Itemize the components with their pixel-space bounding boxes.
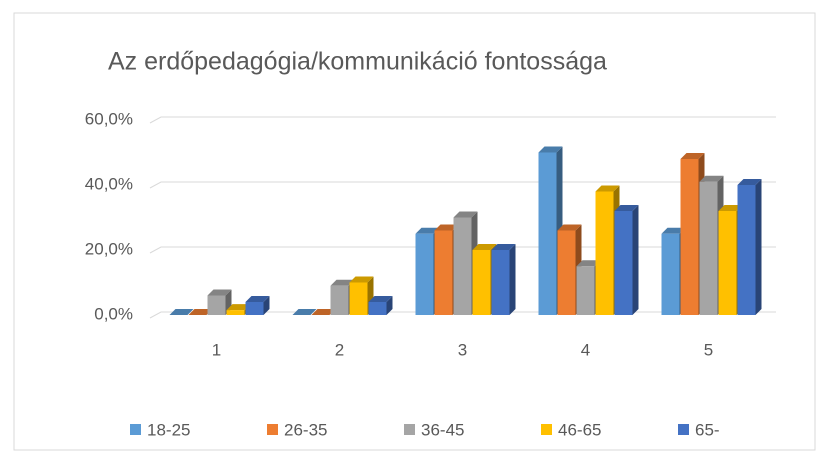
bar-face [718, 211, 737, 315]
bar-face [699, 175, 724, 182]
bar-face [491, 244, 516, 250]
bar-face [349, 282, 368, 315]
bar-face [169, 309, 194, 315]
bar-face [614, 211, 633, 315]
bar-face [311, 309, 336, 315]
bar-face [368, 302, 387, 315]
bar-face [661, 233, 680, 315]
y-tick-label: 40,0% [85, 174, 133, 193]
x-tick-label: 1 [212, 340, 221, 359]
bar [311, 309, 336, 315]
chart-title: Az erdőpedagógia/kommunikáció fontossága [108, 48, 607, 76]
bar-face [226, 304, 251, 311]
bar-face [453, 211, 478, 218]
bar-face [737, 179, 762, 185]
legend-label: 36-45 [421, 420, 464, 439]
bar-face [207, 295, 226, 315]
bar-face [330, 279, 355, 286]
bar-face [538, 152, 557, 315]
bar-face [595, 191, 614, 315]
bar-face [680, 159, 699, 315]
bar-face [245, 302, 264, 315]
y-tick-label: 0,0% [94, 304, 133, 323]
y-tick-label: 60,0% [85, 109, 133, 128]
legend-label: 46-65 [558, 420, 601, 439]
bar-face [453, 217, 472, 315]
legend-label: 18-25 [147, 420, 190, 439]
bar-face [415, 233, 434, 315]
grid-line [149, 181, 776, 189]
bar-face [434, 224, 459, 231]
x-tick-label: 4 [581, 340, 590, 359]
bar-face [491, 250, 510, 315]
bar [349, 276, 374, 315]
grid-line [149, 116, 776, 124]
bar-face [632, 205, 639, 315]
bar [614, 205, 639, 315]
bar-face [737, 185, 756, 315]
bar-face [292, 309, 317, 315]
bar-face [538, 146, 563, 153]
bar-face [755, 179, 762, 315]
x-tick-label: 5 [704, 340, 713, 359]
bar-face [595, 185, 620, 192]
legend-swatch [678, 424, 689, 435]
bar-face [661, 227, 686, 234]
bar [368, 296, 393, 315]
legend-label: 65- [695, 420, 720, 439]
bar [188, 309, 213, 315]
bar-face [614, 205, 639, 211]
bar-face [263, 296, 270, 315]
bar-face [576, 260, 601, 267]
bar-face [434, 230, 453, 315]
bar [245, 296, 270, 315]
bar-face [245, 296, 270, 302]
bar-face [330, 285, 349, 315]
bar-face [509, 244, 516, 315]
bar-face [188, 309, 213, 315]
bar-face [472, 244, 497, 250]
bar-face [557, 224, 582, 231]
legend-label: 26-35 [284, 420, 327, 439]
bar-face [368, 296, 393, 302]
bar-face [557, 230, 576, 315]
bar-face [576, 266, 595, 315]
bar-face [699, 181, 718, 315]
bar [169, 309, 194, 315]
bar-face [349, 276, 374, 283]
legend-swatch [541, 424, 552, 435]
legend-swatch [267, 424, 278, 435]
y-tick-label: 20,0% [85, 239, 133, 258]
bar-face [386, 296, 393, 315]
legend-swatch [404, 424, 415, 435]
bar-face [680, 153, 705, 159]
bar [737, 179, 762, 315]
bar-face [226, 310, 245, 315]
bar-face [472, 250, 491, 315]
bar-face [718, 205, 743, 211]
bar-face [207, 289, 232, 296]
legend-swatch [130, 424, 141, 435]
bar [491, 244, 516, 315]
x-tick-label: 2 [335, 340, 344, 359]
bar-face [415, 227, 440, 234]
bar [292, 309, 317, 315]
x-tick-label: 3 [458, 340, 467, 359]
